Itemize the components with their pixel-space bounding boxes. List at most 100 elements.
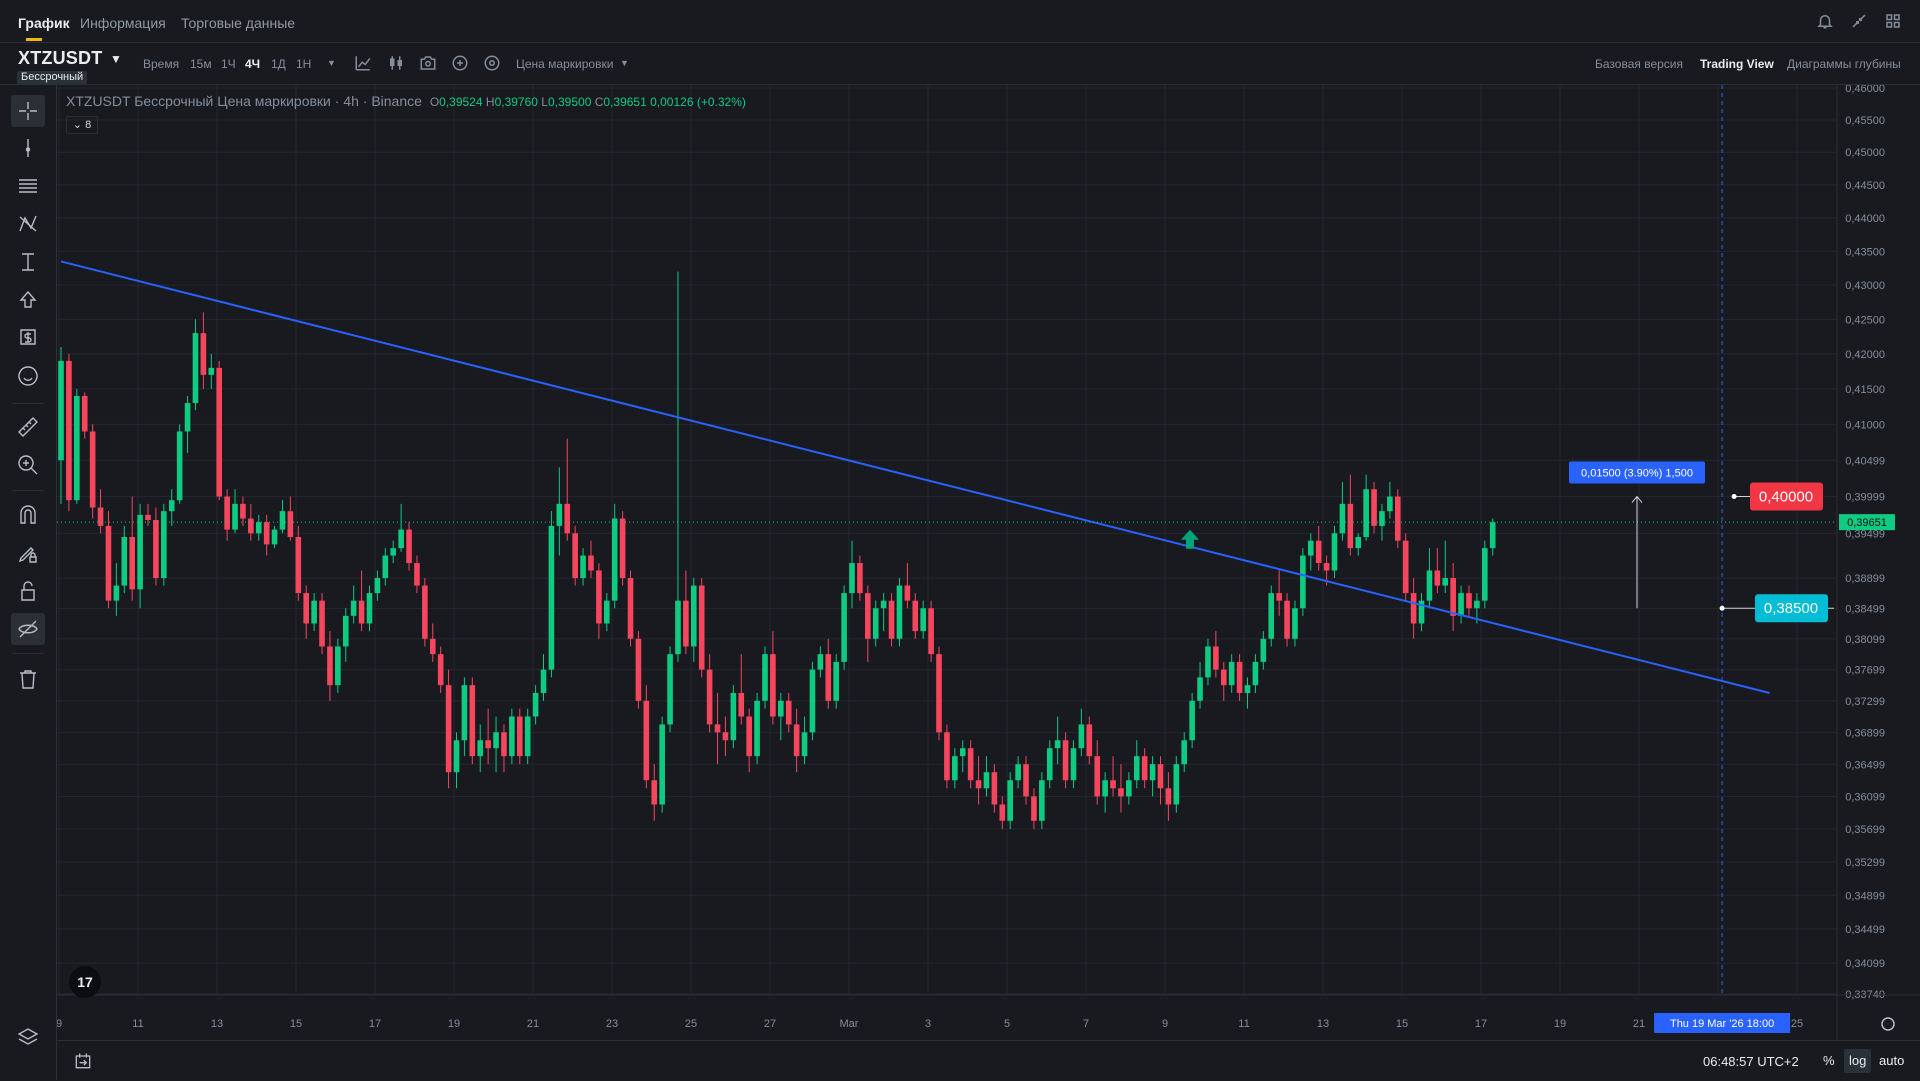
utc-clock[interactable]: 06:48:57 UTC+2: [1703, 1054, 1799, 1069]
zoom-in-icon: [18, 455, 38, 475]
y-tick-label: 0,39999: [1845, 492, 1885, 504]
interval-4h[interactable]: 4Ч: [245, 57, 261, 71]
axis-settings-icon[interactable]: [1881, 1017, 1895, 1031]
settings-icon[interactable]: [483, 54, 501, 72]
add-circle-icon[interactable]: [451, 54, 469, 72]
candle-body: [1315, 540, 1322, 564]
candle-body: [944, 732, 950, 781]
indicators-toggle[interactable]: ⌄ 8: [66, 116, 98, 134]
interval-1w[interactable]: 1Н: [296, 57, 312, 71]
price-source-select[interactable]: Цена маркировки: [516, 57, 614, 71]
chart-area[interactable]: 0,46000 0,45500 0,45000 0,44500 0,44000 0,435…: [57, 85, 1920, 1080]
view-basic[interactable]: Базовая версия: [1595, 57, 1683, 71]
candle-body: [1133, 756, 1140, 781]
y-tick-label: 0,38099: [1845, 634, 1885, 646]
y-tick-label: 0,37699: [1845, 665, 1885, 677]
interval-15m[interactable]: 15м: [190, 57, 212, 71]
candle-body: [1086, 724, 1093, 757]
text-tool-icon: [22, 253, 34, 271]
zoom-tool[interactable]: [11, 449, 45, 481]
candle-body: [912, 600, 919, 632]
candle-body: [1252, 661, 1259, 686]
fib-lines-tool[interactable]: [11, 170, 45, 202]
percent-scale-button[interactable]: %: [1823, 1053, 1835, 1068]
auto-scale-button[interactable]: auto: [1879, 1053, 1905, 1068]
candle-body: [161, 511, 167, 579]
measure-label-box: [1569, 461, 1705, 484]
emoji-tool[interactable]: [11, 360, 45, 392]
view-trading-view[interactable]: Trading View: [1700, 57, 1774, 71]
candle-body: [540, 669, 547, 693]
candle-body: [572, 533, 578, 579]
y-tick-label: 0,44000: [1845, 213, 1885, 225]
indicators-icon[interactable]: [354, 54, 372, 72]
date-range-icon[interactable]: [73, 1051, 93, 1071]
tab-info[interactable]: Информация: [80, 15, 166, 31]
candle-body: [857, 563, 863, 594]
delete-tool[interactable]: [11, 663, 45, 695]
candle-body: [255, 522, 262, 534]
price-label-tool[interactable]: [11, 322, 45, 354]
candle-body: [1046, 748, 1053, 781]
tab-chart[interactable]: График: [18, 15, 70, 31]
arrow-tool[interactable]: [11, 284, 45, 316]
candle-body: [311, 600, 317, 624]
crosshair-tool[interactable]: [11, 95, 45, 127]
top-tab-bar: График Информация Торговые данные: [0, 0, 1920, 43]
candle-body: [991, 772, 998, 805]
candle-type-icon[interactable]: [387, 54, 405, 72]
x-tick-label: 7: [1083, 1018, 1089, 1030]
x-tick-label: 21: [527, 1018, 539, 1030]
candle-body: [865, 593, 871, 639]
lock-tool[interactable]: [11, 575, 45, 607]
symbol-selector[interactable]: XTZUSDT: [18, 48, 103, 68]
pattern-tool[interactable]: [11, 208, 45, 240]
hide-drawings-tool[interactable]: [11, 613, 45, 645]
time-label[interactable]: Время: [143, 57, 180, 71]
candle-body: [1284, 600, 1290, 639]
crosshair-time-label: Thu 19 Mar '26 18:00: [1670, 1018, 1774, 1030]
candle-body: [849, 563, 855, 594]
candle-body: [556, 503, 563, 526]
candle-body: [1007, 780, 1013, 821]
y-tick-label: 0,43000: [1845, 280, 1885, 292]
text-tool[interactable]: [11, 246, 45, 278]
candle-body: [1363, 489, 1369, 537]
candle-body: [714, 724, 721, 733]
draw-lock-tool[interactable]: [11, 537, 45, 569]
candle-body: [1039, 780, 1045, 821]
bell-icon[interactable]: [1816, 12, 1834, 30]
ruler-tool[interactable]: [11, 411, 45, 443]
interval-1h[interactable]: 1Ч: [221, 57, 236, 71]
chevron-down-icon[interactable]: ▼: [110, 52, 122, 66]
tradingview-logo[interactable]: 17: [69, 966, 101, 998]
interval-1d[interactable]: 1Д: [271, 57, 286, 71]
candle-body: [936, 654, 942, 733]
active-tab-indicator: [26, 38, 42, 41]
trend-line-tool[interactable]: [11, 132, 45, 164]
candle-body: [453, 740, 460, 773]
y-tick-label: 0,37299: [1845, 696, 1885, 708]
interval-more-chevron-icon[interactable]: ▼: [327, 58, 336, 68]
candle-body: [1379, 511, 1385, 526]
current-price-axis-box: [1839, 514, 1895, 531]
log-scale-button[interactable]: log: [1844, 1049, 1872, 1073]
candle-body: [698, 585, 705, 670]
candle-body: [342, 615, 349, 647]
candle-body: [1054, 740, 1061, 749]
layers-tool[interactable]: [11, 1022, 45, 1054]
price-source-chevron-icon[interactable]: ▼: [620, 58, 629, 68]
candle-body: [271, 529, 278, 545]
tab-trading-data[interactable]: Торговые данные: [181, 15, 296, 31]
candle-body: [105, 525, 112, 601]
price-chart[interactable]: 0,46000 0,45500 0,45000 0,44500 0,44000 0,435…: [57, 85, 1920, 1040]
candle-body: [366, 593, 373, 624]
tool-separator: [12, 403, 44, 404]
candle-body: [1015, 764, 1021, 781]
view-depth[interactable]: Диаграммы глубины: [1787, 57, 1901, 71]
layout-grid-icon[interactable]: [1884, 12, 1902, 30]
collapse-icon[interactable]: [1850, 12, 1868, 30]
candle-body: [691, 585, 697, 647]
magnet-tool[interactable]: [11, 499, 45, 531]
camera-icon[interactable]: [419, 54, 437, 72]
